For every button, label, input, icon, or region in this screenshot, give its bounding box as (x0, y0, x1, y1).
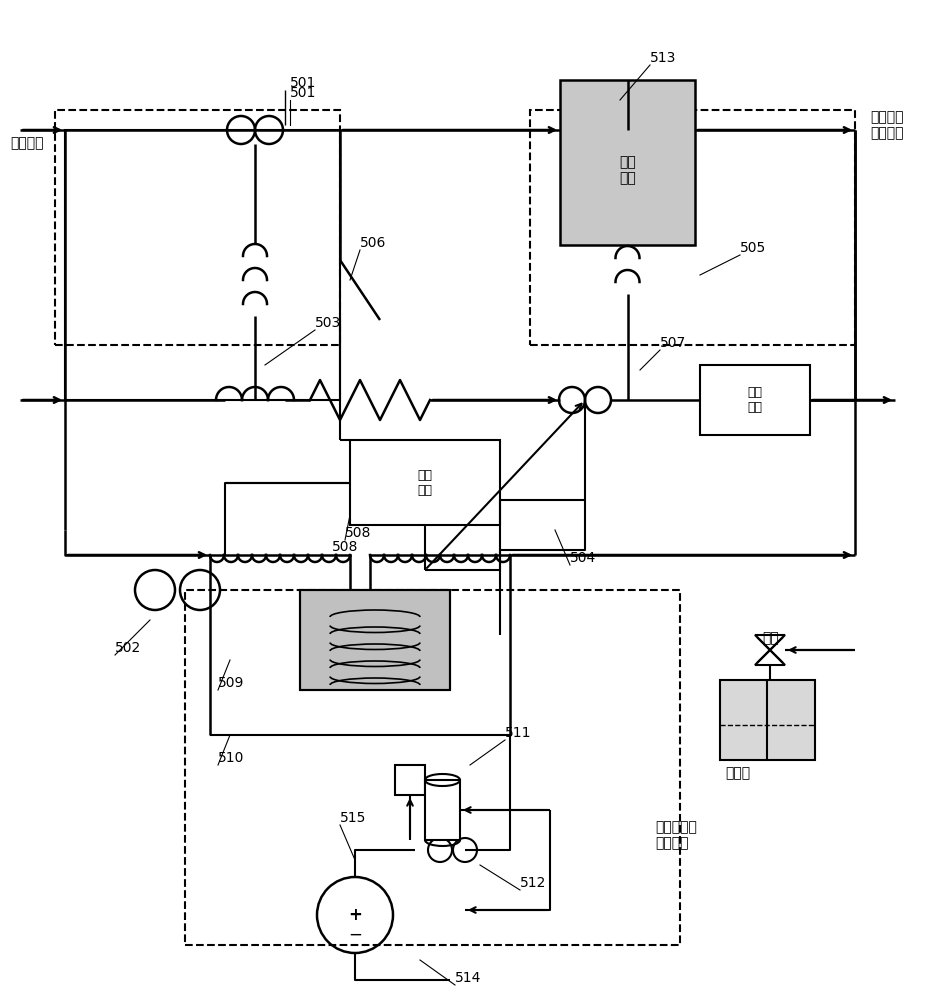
Text: 515: 515 (340, 811, 367, 825)
Text: −: − (348, 926, 362, 944)
Text: 512: 512 (520, 876, 546, 890)
Bar (300, 590, 450, 690)
Bar (65, 130, 340, 400)
Text: 503: 503 (315, 316, 341, 330)
Text: 509: 509 (218, 676, 244, 690)
Text: 502: 502 (115, 641, 141, 655)
Text: 分流
电阻: 分流 电阻 (747, 386, 763, 414)
Text: 快速开关: 快速开关 (10, 136, 44, 150)
Text: 505: 505 (740, 241, 767, 255)
Text: 504: 504 (570, 551, 597, 565)
Bar (530, 110, 855, 345)
Bar (55, 110, 340, 345)
Text: 508: 508 (345, 526, 371, 540)
Text: 501: 501 (290, 76, 316, 90)
Text: 阀门: 阀门 (762, 631, 779, 645)
Text: 506: 506 (360, 236, 386, 250)
Text: 电阻型超
导限流器: 电阻型超 导限流器 (870, 110, 903, 140)
Text: 513: 513 (650, 51, 676, 65)
Text: 510: 510 (218, 751, 244, 765)
Bar (700, 365, 810, 435)
Bar (395, 765, 425, 795)
Bar (185, 590, 680, 945)
Text: 507: 507 (660, 336, 686, 350)
Text: 514: 514 (455, 971, 482, 985)
Text: 508: 508 (332, 540, 358, 554)
Text: 501: 501 (290, 86, 316, 100)
Text: 511: 511 (505, 726, 531, 740)
Bar (350, 440, 500, 525)
Text: 超导
元件: 超导 元件 (619, 155, 636, 185)
Text: +: + (348, 906, 362, 924)
Bar (425, 780, 460, 840)
Bar (720, 680, 815, 760)
Text: 液氮罐: 液氮罐 (725, 766, 750, 780)
Text: 磁饱和型超
导限流器: 磁饱和型超 导限流器 (655, 820, 697, 850)
Text: 控制
电路: 控制 电路 (418, 469, 433, 497)
Bar (560, 80, 695, 245)
